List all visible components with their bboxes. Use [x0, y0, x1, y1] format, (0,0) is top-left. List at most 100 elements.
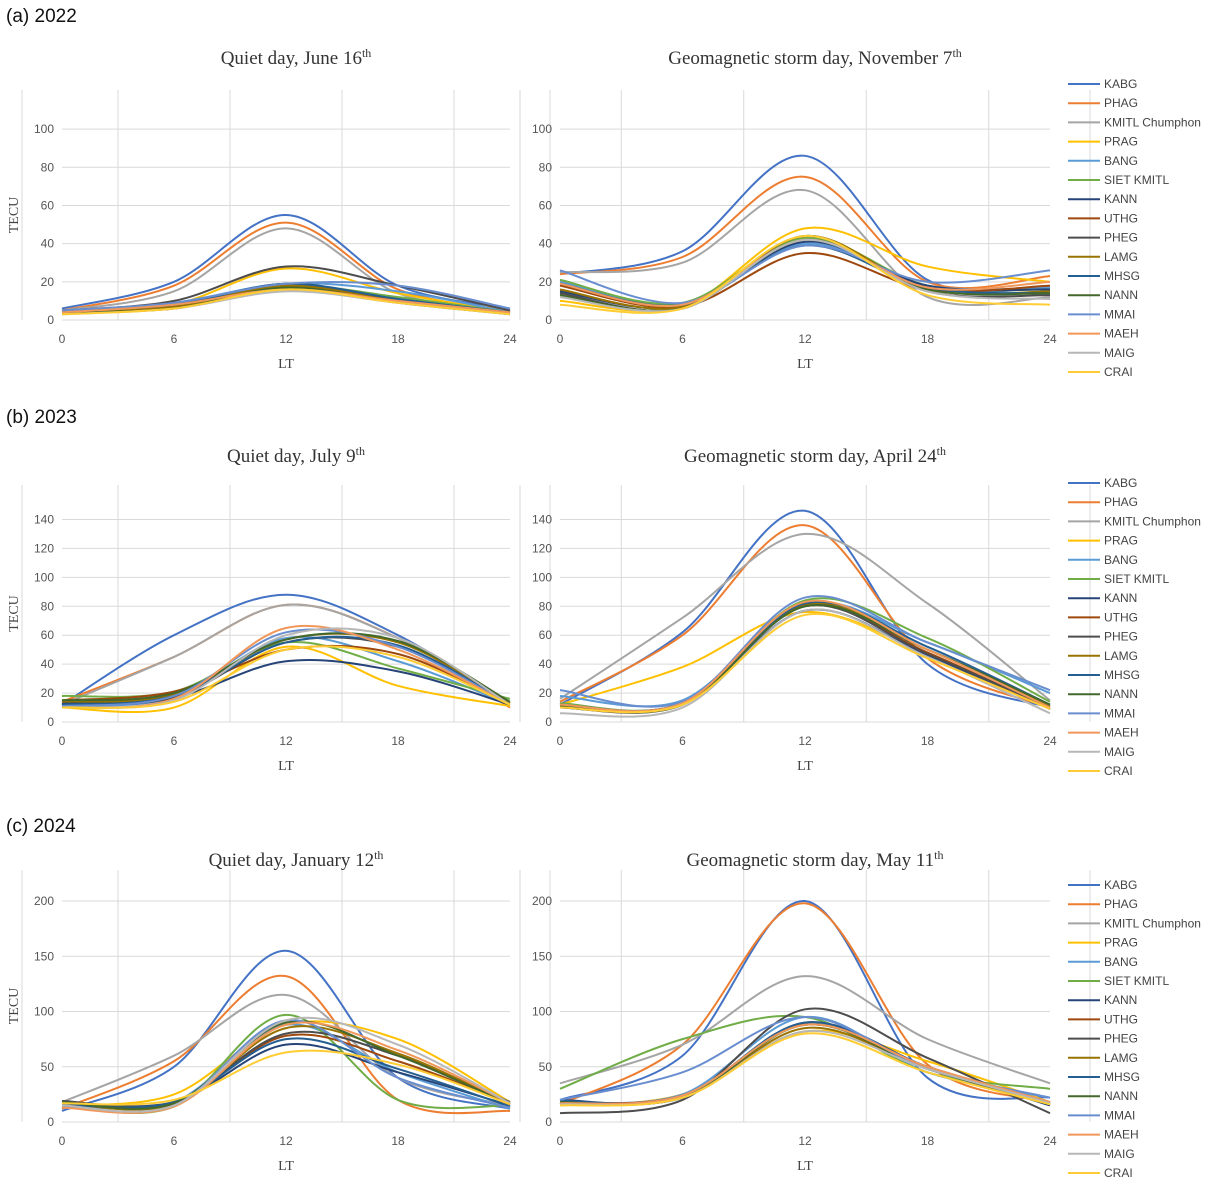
y-tick-label: 200	[34, 894, 54, 908]
x-tick-label: 6	[171, 332, 178, 346]
legend-label: PHAG	[1104, 897, 1138, 911]
series-line	[61, 603, 511, 706]
legend-label: PRAG	[1104, 936, 1138, 950]
section-label: (c) 2024	[6, 816, 76, 837]
y-tick-label: 100	[532, 122, 552, 136]
series-line	[559, 175, 1051, 290]
legend-label: PHAG	[1104, 495, 1138, 509]
y-tick-label: 60	[539, 628, 553, 642]
series-line	[559, 1023, 1051, 1106]
x-tick-label: 24	[1043, 734, 1057, 748]
y-tick-label: 0	[47, 1115, 54, 1129]
series-line	[559, 608, 1051, 718]
series-line	[559, 599, 1051, 713]
legend-label: PHAG	[1104, 96, 1138, 110]
legend-label: NANN	[1104, 687, 1138, 701]
legend-label: UTHG	[1104, 610, 1138, 624]
chart-panel: 0 20 40 60 80 100 120 140 0 6 12 18 24 LT TECU Quiet da…	[7, 444, 551, 774]
series-line	[61, 628, 511, 708]
legend-label: BANG	[1104, 553, 1138, 567]
legend-label: KANN	[1104, 591, 1137, 605]
series-line	[559, 1007, 1051, 1115]
y-tick-label: 0	[545, 1115, 552, 1129]
x-tick-label: 24	[503, 734, 517, 748]
series-line	[559, 1014, 1051, 1090]
series-line	[559, 600, 1051, 713]
legend-label: PHEG	[1104, 630, 1138, 644]
y-tick-label: 140	[532, 512, 552, 526]
legend-label: PHEG	[1104, 1032, 1138, 1046]
x-tick-label: 6	[171, 1134, 178, 1148]
series-line	[61, 645, 511, 709]
x-tick-label: 12	[279, 332, 293, 346]
y-tick-label: 80	[539, 599, 553, 613]
series-line	[559, 603, 1051, 714]
y-tick-label: 150	[532, 949, 552, 963]
series-line	[559, 1023, 1051, 1106]
series-line	[559, 900, 1051, 1101]
legend-label: CRAI	[1104, 1166, 1133, 1180]
y-tick-label: 20	[539, 686, 553, 700]
legend-label: MAIG	[1104, 346, 1135, 360]
chart-title-text: Quiet day, June 16	[221, 48, 362, 69]
legend-label: CRAI	[1104, 365, 1133, 379]
legend-label: MHSG	[1104, 668, 1140, 682]
legend-label: PRAG	[1104, 534, 1138, 548]
x-tick-label: 6	[679, 734, 686, 748]
legend-label: KMITL Chumphon	[1104, 115, 1201, 129]
x-tick-label: 18	[921, 332, 935, 346]
y-tick-label: 20	[41, 275, 55, 289]
x-tick-label: 18	[391, 1134, 405, 1148]
y-tick-label: 50	[539, 1060, 553, 1074]
legend: KABG PHAG KMITL Chumphon PRAG BANG SIET KMITL…	[1068, 476, 1201, 778]
x-tick-label: 24	[503, 332, 517, 346]
chart-title-text: Quiet day, July 9	[227, 446, 356, 467]
x-tick-label: 6	[171, 734, 178, 748]
section-label: (a) 2022	[6, 6, 77, 27]
series-line	[559, 902, 1051, 1106]
y-tick-label: 80	[41, 599, 55, 613]
legend-label: MAEH	[1104, 726, 1139, 740]
x-tick-label: 18	[391, 332, 405, 346]
x-tick-label: 24	[1043, 332, 1057, 346]
legend-label: BANG	[1104, 955, 1138, 969]
legend-label: SIET KMITL	[1104, 173, 1169, 187]
legend-label: MAEH	[1104, 1128, 1139, 1142]
x-tick-label: 12	[798, 734, 812, 748]
chart-title: Quiet day, July 9th	[227, 444, 365, 467]
y-tick-label: 0	[545, 313, 552, 327]
chart-title-sup: th	[374, 848, 383, 862]
legend-label: KABG	[1104, 77, 1137, 91]
y-tick-label: 100	[34, 1005, 54, 1019]
legend-label: SIET KMITL	[1104, 974, 1169, 988]
series-line	[559, 1026, 1051, 1106]
x-tick-label: 18	[391, 734, 405, 748]
series-line	[559, 532, 1051, 702]
x-tick-label: 18	[921, 1134, 935, 1148]
y-tick-label: 100	[532, 570, 552, 584]
series-line	[61, 1020, 511, 1110]
series-line	[559, 1029, 1051, 1107]
series-line	[559, 604, 1051, 714]
x-tick-label: 18	[921, 734, 935, 748]
legend-label: UTHG	[1104, 211, 1138, 225]
y-tick-label: 50	[41, 1060, 55, 1074]
series-line	[559, 1023, 1051, 1105]
y-tick-label: 80	[539, 160, 553, 174]
series-line	[559, 1029, 1051, 1107]
y-axis-label: TECU	[7, 595, 22, 632]
legend-label: MHSG	[1104, 269, 1140, 283]
x-tick-label: 0	[59, 734, 66, 748]
series-line	[559, 1032, 1051, 1107]
legend-label: KANN	[1104, 192, 1137, 206]
y-tick-label: 40	[539, 237, 553, 251]
series-line	[559, 602, 1051, 713]
series-line	[559, 238, 1051, 313]
legend-label: KABG	[1104, 878, 1137, 892]
x-axis-label: LT	[797, 1159, 813, 1174]
x-tick-label: 6	[679, 332, 686, 346]
chart-title-sup: th	[952, 46, 961, 60]
series-line	[559, 189, 1051, 307]
x-axis-label: LT	[797, 357, 813, 372]
legend-label: BANG	[1104, 154, 1138, 168]
